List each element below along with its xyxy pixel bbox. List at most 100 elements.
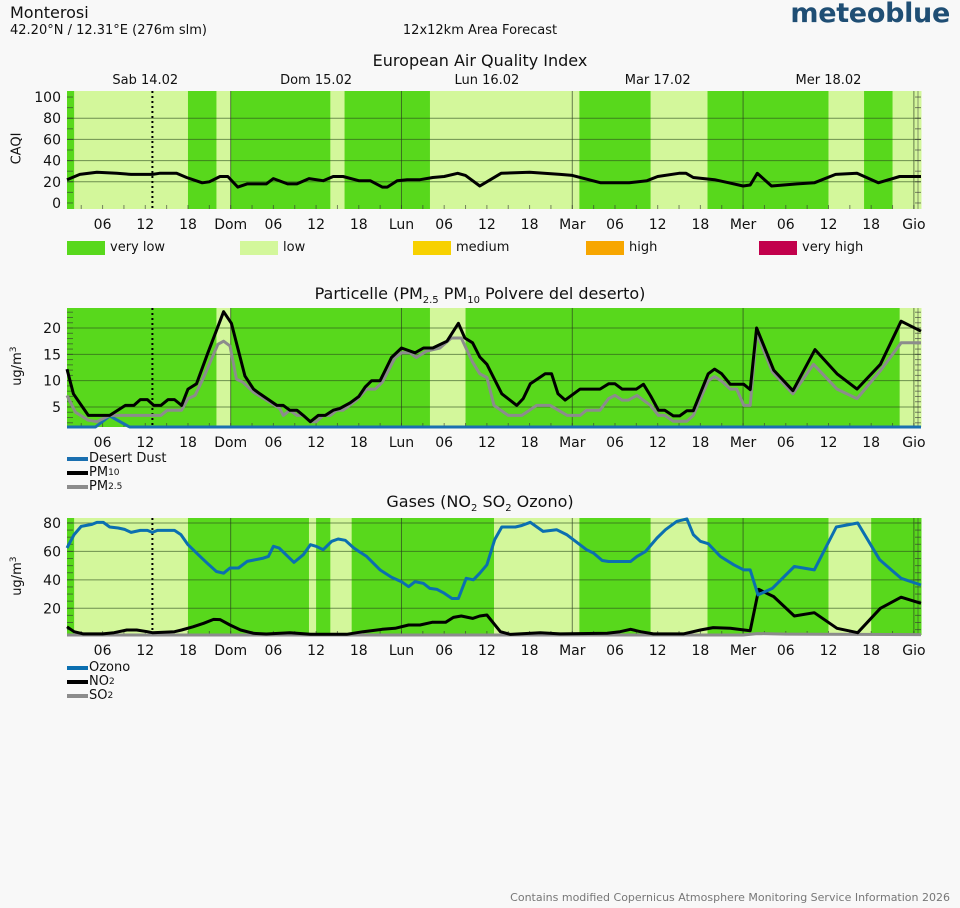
attribution-footer: Contains modified Copernicus Atmosphere … xyxy=(510,891,950,904)
band-low xyxy=(650,91,708,209)
x-tick-label: 06 xyxy=(606,217,624,233)
y-tick-label: 20 xyxy=(43,175,61,191)
legend-low: low xyxy=(240,240,305,255)
legend-swatch xyxy=(586,240,624,255)
day-label: Dom 15.02 xyxy=(280,73,352,88)
x-tick-label: Mer xyxy=(730,643,757,659)
title-sub: 10 xyxy=(467,295,480,307)
series-so2 xyxy=(67,632,922,637)
title-sub: 2 xyxy=(470,503,478,515)
series-pm2-5 xyxy=(65,331,921,424)
band-very-low xyxy=(67,308,217,427)
x-tick-label: Mar xyxy=(559,643,586,659)
title-part: PM xyxy=(438,284,468,303)
band-low xyxy=(494,518,580,635)
x-tick-label: Mer xyxy=(730,217,757,233)
y-tick-label: 20 xyxy=(43,321,61,337)
x-tick-label: 06 xyxy=(264,643,282,659)
x-tick-label: Dom xyxy=(214,217,247,233)
x-tick-label: 18 xyxy=(691,217,709,233)
gases-chart-title: Gases (NO2 SO2 Ozono) xyxy=(0,492,960,514)
legend-line xyxy=(67,456,88,461)
day-label: Lun 16.02 xyxy=(454,73,519,88)
title-part: Polvere del deserto) xyxy=(479,284,646,303)
band-low xyxy=(308,518,317,635)
meteoblue-logo[interactable]: meteoblue xyxy=(790,0,950,29)
series-ozono xyxy=(65,517,922,600)
band-low xyxy=(828,518,872,635)
legend-no2: NO 2 xyxy=(67,674,115,689)
y-tick-label: 10 xyxy=(43,374,61,390)
legend-pm10: PM 10 xyxy=(67,465,120,480)
legend-line xyxy=(67,693,88,698)
band-very-low xyxy=(67,518,75,635)
x-tick-label: 12 xyxy=(307,435,325,451)
legend-swatch xyxy=(67,240,105,255)
x-tick-label: 12 xyxy=(820,217,838,233)
location-name: Monterosi xyxy=(10,3,89,22)
band-very-low xyxy=(707,518,829,635)
x-tick-label: Gio xyxy=(902,435,925,451)
x-tick-label: 18 xyxy=(862,217,880,233)
x-tick-label: 12 xyxy=(307,217,325,233)
band-low xyxy=(330,91,346,209)
x-tick-label: 18 xyxy=(691,643,709,659)
legend-high: high xyxy=(586,240,657,255)
x-tick-label: 06 xyxy=(435,217,453,233)
x-tick-label: Mar xyxy=(559,435,586,451)
band-low xyxy=(330,518,353,635)
x-tick-label: 12 xyxy=(649,435,667,451)
band-very-low xyxy=(187,518,310,635)
x-tick-label: 12 xyxy=(478,435,496,451)
x-tick-label: 18 xyxy=(350,217,368,233)
legend-desert-dust: Desert Dust xyxy=(67,451,166,466)
band-low xyxy=(216,308,232,427)
band-very-low xyxy=(230,91,331,209)
x-tick-label: Dom xyxy=(214,643,247,659)
x-tick-label: 18 xyxy=(521,643,539,659)
band-very-low xyxy=(579,91,652,209)
x-tick-label: 18 xyxy=(691,435,709,451)
x-tick-label: Mer xyxy=(730,435,757,451)
band-very-low xyxy=(864,91,894,209)
legend-sub: 2 xyxy=(107,690,114,701)
series-caqi xyxy=(66,170,921,189)
title-part: Particelle (PM xyxy=(314,284,423,303)
y-tick-label: 0 xyxy=(52,196,61,212)
y-tick-label: 40 xyxy=(43,154,61,170)
band-very-low xyxy=(579,518,652,635)
x-tick-label: 18 xyxy=(521,217,539,233)
x-tick-label: 12 xyxy=(649,217,667,233)
legend-line xyxy=(67,470,88,475)
title-part: SO xyxy=(477,492,506,511)
legend-so2: SO 2 xyxy=(67,688,113,703)
y-tick-label: 15 xyxy=(43,347,61,363)
legend-pm25: PM 2.5 xyxy=(67,479,122,494)
x-tick-label: 06 xyxy=(606,435,624,451)
x-tick-label: 18 xyxy=(350,643,368,659)
x-tick-label: 12 xyxy=(136,643,154,659)
band-very-low xyxy=(316,518,331,635)
title-sub: 2.5 xyxy=(422,295,439,307)
legend-sub: 2.5 xyxy=(108,481,123,492)
band-low xyxy=(899,308,922,427)
legend-label: Desert Dust xyxy=(89,451,167,466)
legend-sub: 2 xyxy=(108,676,115,687)
x-tick-label: 12 xyxy=(136,217,154,233)
legend-label: PM xyxy=(89,479,109,494)
band-very-low xyxy=(230,308,431,427)
x-tick-label: 18 xyxy=(862,643,880,659)
title-part: Gases (NO xyxy=(386,492,471,511)
x-tick-label: 06 xyxy=(264,217,282,233)
y-tick-label: 60 xyxy=(43,544,61,560)
x-tick-label: 18 xyxy=(521,435,539,451)
y-tick-label: 5 xyxy=(52,400,61,416)
x-tick-label: Mar xyxy=(559,217,586,233)
x-tick-label: 12 xyxy=(307,643,325,659)
day-label: Mar 17.02 xyxy=(625,73,691,88)
y-tick-label: 80 xyxy=(43,111,61,127)
legend-swatch xyxy=(759,240,797,255)
legend-ozone: Ozono xyxy=(67,660,130,675)
band-very-low xyxy=(707,91,829,209)
